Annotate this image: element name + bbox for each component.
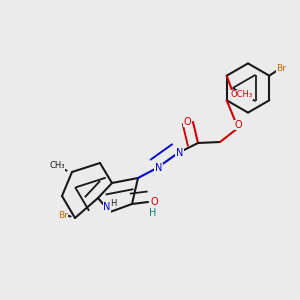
Text: O: O <box>183 117 191 127</box>
Text: OCH₃: OCH₃ <box>231 90 253 99</box>
Text: O: O <box>234 120 242 130</box>
Text: Br: Br <box>276 64 286 73</box>
Text: N: N <box>155 163 162 173</box>
Text: Br: Br <box>58 211 68 220</box>
Text: N: N <box>103 202 111 212</box>
Text: N: N <box>176 148 183 158</box>
Text: O: O <box>150 197 158 207</box>
Text: CH₃: CH₃ <box>49 161 65 170</box>
Text: H: H <box>110 199 116 208</box>
Text: H: H <box>149 208 157 218</box>
